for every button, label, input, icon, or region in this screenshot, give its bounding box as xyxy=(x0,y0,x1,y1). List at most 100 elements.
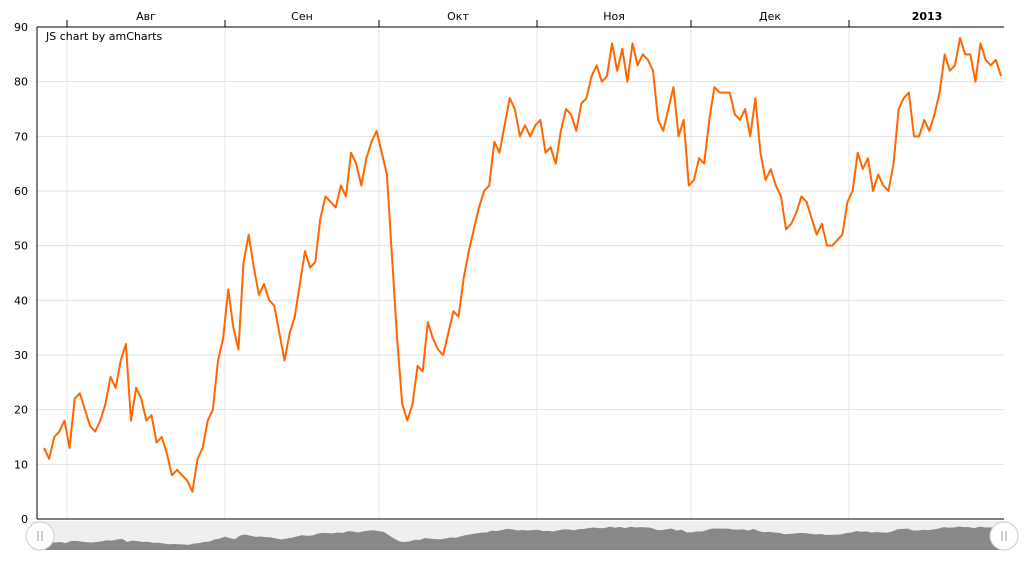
y-tick-label: 80 xyxy=(14,76,28,89)
data-point xyxy=(277,331,282,336)
data-point xyxy=(246,232,251,237)
data-point xyxy=(47,456,52,461)
data-point xyxy=(415,363,420,368)
data-point xyxy=(149,413,154,418)
data-point xyxy=(860,167,865,172)
chart-credit[interactable]: JS chart by amCharts xyxy=(46,30,163,43)
x-period-label: Окт xyxy=(447,10,469,23)
y-tick-label: 40 xyxy=(14,294,28,307)
data-point xyxy=(717,90,722,95)
data-point xyxy=(932,112,937,117)
data-point xyxy=(492,139,497,144)
data-point xyxy=(77,391,82,396)
data-point xyxy=(364,156,369,161)
data-point xyxy=(732,112,737,117)
data-point xyxy=(471,227,476,232)
data-point xyxy=(98,418,103,423)
data-point xyxy=(584,96,589,101)
data-point xyxy=(154,440,159,445)
series-line xyxy=(43,36,1002,493)
data-point xyxy=(410,402,415,407)
y-tick-label: 10 xyxy=(14,458,28,471)
data-point xyxy=(942,52,947,57)
y-tick-label: 20 xyxy=(14,404,28,417)
data-point xyxy=(543,150,548,155)
data-point xyxy=(93,429,98,434)
data-point xyxy=(686,183,691,188)
data-point xyxy=(727,90,732,95)
y-tick-label: 90 xyxy=(14,21,28,34)
data-point xyxy=(891,161,896,166)
data-point xyxy=(390,254,395,259)
data-point xyxy=(993,57,998,62)
data-point xyxy=(108,374,113,379)
data-point xyxy=(272,303,277,308)
scrollbar-right-grip[interactable] xyxy=(989,521,1019,551)
data-point xyxy=(589,74,594,79)
x-period-label: Авг xyxy=(136,10,156,23)
data-point xyxy=(436,347,441,352)
data-point xyxy=(323,194,328,199)
data-point xyxy=(441,353,446,358)
data-point xyxy=(789,221,794,226)
data-point xyxy=(354,161,359,166)
data-point xyxy=(661,128,666,133)
data-point xyxy=(722,90,727,95)
data-point xyxy=(912,134,917,139)
data-point xyxy=(231,325,236,330)
data-point xyxy=(738,117,743,122)
data-point xyxy=(210,407,215,412)
scrollbar-left-grip[interactable] xyxy=(25,521,55,551)
data-point xyxy=(635,63,640,68)
data-point xyxy=(952,63,957,68)
data-point xyxy=(763,178,768,183)
data-point xyxy=(374,128,379,133)
data-point xyxy=(804,199,809,204)
data-point xyxy=(553,161,558,166)
x-period-label: Сен xyxy=(291,10,313,23)
data-point xyxy=(313,260,318,265)
data-point xyxy=(988,63,993,68)
data-point xyxy=(318,216,323,221)
data-point xyxy=(159,435,164,440)
data-point xyxy=(645,57,650,62)
data-point xyxy=(712,85,717,90)
data-point xyxy=(538,117,543,122)
data-point xyxy=(778,194,783,199)
data-point xyxy=(599,79,604,84)
data-point xyxy=(256,292,261,297)
x-period-label: Ноя xyxy=(603,10,625,23)
data-point xyxy=(640,52,645,57)
data-point xyxy=(226,287,231,292)
data-point xyxy=(185,478,190,483)
data-point xyxy=(333,205,338,210)
data-point xyxy=(395,336,400,341)
data-point xyxy=(794,210,799,215)
data-point xyxy=(384,172,389,177)
data-point xyxy=(528,134,533,139)
data-point xyxy=(983,57,988,62)
data-point xyxy=(461,276,466,281)
data-point xyxy=(896,107,901,112)
data-point xyxy=(809,216,814,221)
data-point xyxy=(922,117,927,122)
scrollbar-preview-area xyxy=(40,526,1000,550)
data-point xyxy=(512,107,517,112)
data-point xyxy=(205,418,210,423)
data-point xyxy=(507,96,512,101)
data-point xyxy=(768,167,773,172)
data-point xyxy=(574,128,579,133)
data-point xyxy=(610,41,615,46)
data-point xyxy=(88,424,93,429)
data-point xyxy=(451,309,456,314)
data-point xyxy=(876,172,881,177)
data-point xyxy=(287,331,292,336)
data-point xyxy=(251,265,256,270)
data-point xyxy=(477,205,482,210)
data-point xyxy=(369,139,374,144)
data-point xyxy=(799,194,804,199)
data-point xyxy=(886,189,891,194)
data-point xyxy=(379,150,384,155)
data-point xyxy=(871,189,876,194)
